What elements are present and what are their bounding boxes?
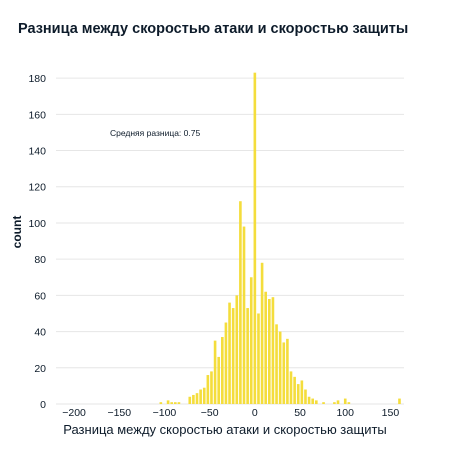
histogram-bars xyxy=(159,72,401,405)
histogram-bar xyxy=(166,400,170,404)
histogram-bar xyxy=(275,324,278,404)
histogram-bar xyxy=(224,322,228,404)
histogram-bar xyxy=(307,396,311,404)
histogram-bar xyxy=(304,389,307,404)
grid-lines xyxy=(56,77,404,405)
x-tick-label: 0 xyxy=(252,407,258,419)
histogram-bar xyxy=(278,331,282,404)
histogram-bar xyxy=(246,308,249,404)
y-tick-label: 180 xyxy=(28,73,46,85)
y-tick-labels: 0 20 40 60 80 100 120 140 160 180 xyxy=(28,73,46,411)
histogram-bar xyxy=(293,376,296,404)
histogram-bar xyxy=(289,371,293,404)
x-tick-label: −100 xyxy=(153,407,177,419)
histogram-bar xyxy=(315,400,318,404)
histogram-bar xyxy=(195,393,199,404)
y-tick-label: 0 xyxy=(40,399,46,411)
histogram-bar xyxy=(336,400,340,404)
histogram-bar xyxy=(170,402,174,404)
x-tick-label: 100 xyxy=(336,407,354,419)
x-tick-label: −50 xyxy=(201,407,219,419)
histogram-bar xyxy=(296,384,300,404)
histogram-bar xyxy=(235,295,239,404)
histogram-bar xyxy=(242,226,246,404)
chart-title: Разница между скоростью атаки и скорость… xyxy=(18,21,408,37)
histogram-bar xyxy=(202,387,206,404)
histogram-bar xyxy=(322,402,325,404)
histogram-bar xyxy=(159,402,163,404)
histogram-bar xyxy=(210,371,213,404)
y-tick-label: 100 xyxy=(28,218,46,230)
y-axis-label: count xyxy=(10,216,24,249)
histogram-bar xyxy=(271,297,275,404)
histogram-bar xyxy=(260,262,264,404)
x-axis-label: Разница между скоростью атаки и скорость… xyxy=(63,422,387,437)
x-tick-label: 150 xyxy=(382,407,400,419)
histogram-bar xyxy=(192,394,195,404)
histogram-bar xyxy=(239,201,242,404)
histogram-bar xyxy=(228,302,231,404)
histogram-bar xyxy=(253,72,257,405)
histogram-bar xyxy=(206,375,210,404)
y-tick-label: 20 xyxy=(34,363,46,375)
histogram-bar xyxy=(264,291,268,404)
y-tick-label: 140 xyxy=(28,146,46,158)
histogram-bar xyxy=(343,398,347,404)
y-tick-label: 60 xyxy=(34,290,46,302)
histogram-bar xyxy=(286,338,289,404)
histogram-bar xyxy=(213,340,217,404)
mean-annotation: Средняя разница: 0.75 xyxy=(110,128,200,138)
y-tick-label: 40 xyxy=(34,327,46,339)
histogram-bar xyxy=(268,298,271,404)
histogram-bar xyxy=(300,380,304,404)
histogram-bar xyxy=(257,313,260,404)
histogram-bar xyxy=(199,389,202,404)
histogram-bar xyxy=(177,402,181,404)
histogram-bar xyxy=(221,337,224,404)
histogram-bar xyxy=(249,277,253,404)
x-tick-label: −200 xyxy=(62,407,86,419)
histogram-bar xyxy=(333,402,336,404)
histogram-bar xyxy=(217,356,221,404)
x-tick-label: 50 xyxy=(294,407,306,419)
y-tick-label: 160 xyxy=(28,109,46,121)
x-tick-label: −150 xyxy=(107,407,131,419)
histogram-bar xyxy=(188,396,192,404)
histogram-bar xyxy=(311,398,315,404)
histogram-bar xyxy=(347,402,351,404)
histogram-bar xyxy=(282,342,286,404)
y-tick-label: 120 xyxy=(28,182,46,194)
x-tick-labels: −200 −150 −100 −50 0 50 100 150 xyxy=(62,407,399,419)
histogram-bar xyxy=(398,398,401,404)
histogram-bar xyxy=(231,308,235,404)
y-tick-label: 80 xyxy=(34,254,46,266)
histogram-bar xyxy=(174,402,177,404)
